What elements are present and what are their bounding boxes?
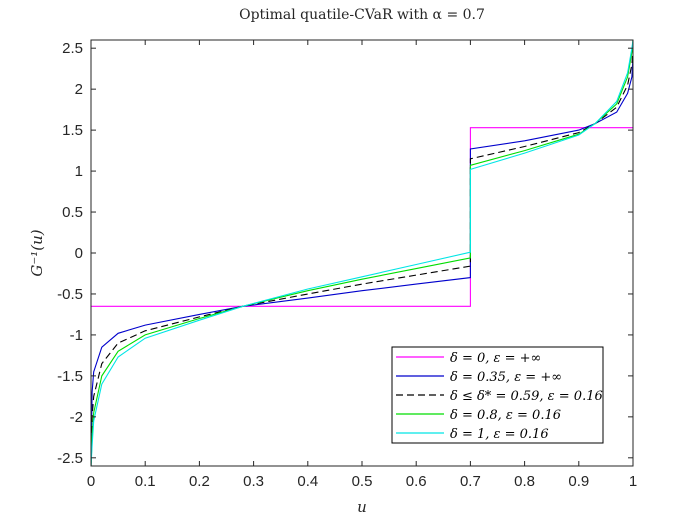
x-tick-label: 0.4	[297, 473, 318, 490]
legend-label-2: δ ≤ δ* = 0.59, ε = 0.16	[450, 389, 603, 404]
chart-title: Optimal quatile-CVaR with α = 0.7	[239, 7, 485, 23]
x-tick-label: 0.5	[352, 473, 373, 490]
legend: δ = 0, ε = +∞ δ = 0.35, ε = +∞ δ ≤ δ* = 0.…	[391, 346, 604, 444]
x-tick-label: 0	[87, 473, 95, 490]
x-tick-label: 0.8	[514, 473, 535, 490]
y-tick-label: 1.5	[62, 122, 83, 139]
legend-box	[391, 346, 604, 444]
axes: 0 0.1 0.2 0.3 0.4 0.5 0.6 0.7 0.8 0.9 1 -2.5 -2 -1.5 -…	[57, 39, 637, 490]
legend-label-0: δ = 0, ε = +∞	[450, 351, 541, 366]
series-line-4	[91, 40, 633, 466]
y-tick-label: -1.5	[57, 368, 83, 385]
y-tick-label: 2.5	[62, 40, 83, 57]
y-tick-label: 0.5	[62, 204, 83, 221]
y-tick-label: -2.5	[57, 450, 83, 467]
y-tick-label: -0.5	[57, 286, 83, 303]
x-tick-label: 0.9	[568, 473, 589, 490]
x-tick-label: 0.6	[406, 473, 427, 490]
y-tick-label: -2	[70, 409, 83, 426]
plot-area	[91, 40, 633, 466]
x-axis-label: u	[357, 498, 367, 516]
y-tick-label: 1	[75, 163, 83, 180]
x-tick-label: 0.3	[243, 473, 264, 490]
x-tick-label: 0.7	[460, 473, 481, 490]
legend-label-1: δ = 0.35, ε = +∞	[450, 370, 562, 385]
x-tick-label: 1	[629, 473, 637, 490]
x-tick-label: 0.1	[135, 473, 156, 490]
y-axis-label: G⁻¹(u)	[28, 229, 46, 276]
y-tick-label: -1	[70, 327, 83, 344]
series-line-1	[91, 56, 633, 466]
legend-label-4: δ = 1, ε = 0.16	[450, 427, 549, 442]
y-tick-label: 2	[75, 81, 83, 98]
legend-label-3: δ = 0.8, ε = 0.16	[450, 408, 561, 423]
y-tick-label: 0	[75, 245, 83, 262]
series-line-3	[91, 40, 633, 466]
x-tick-label: 0.2	[189, 473, 210, 490]
series-line-2	[91, 48, 633, 466]
